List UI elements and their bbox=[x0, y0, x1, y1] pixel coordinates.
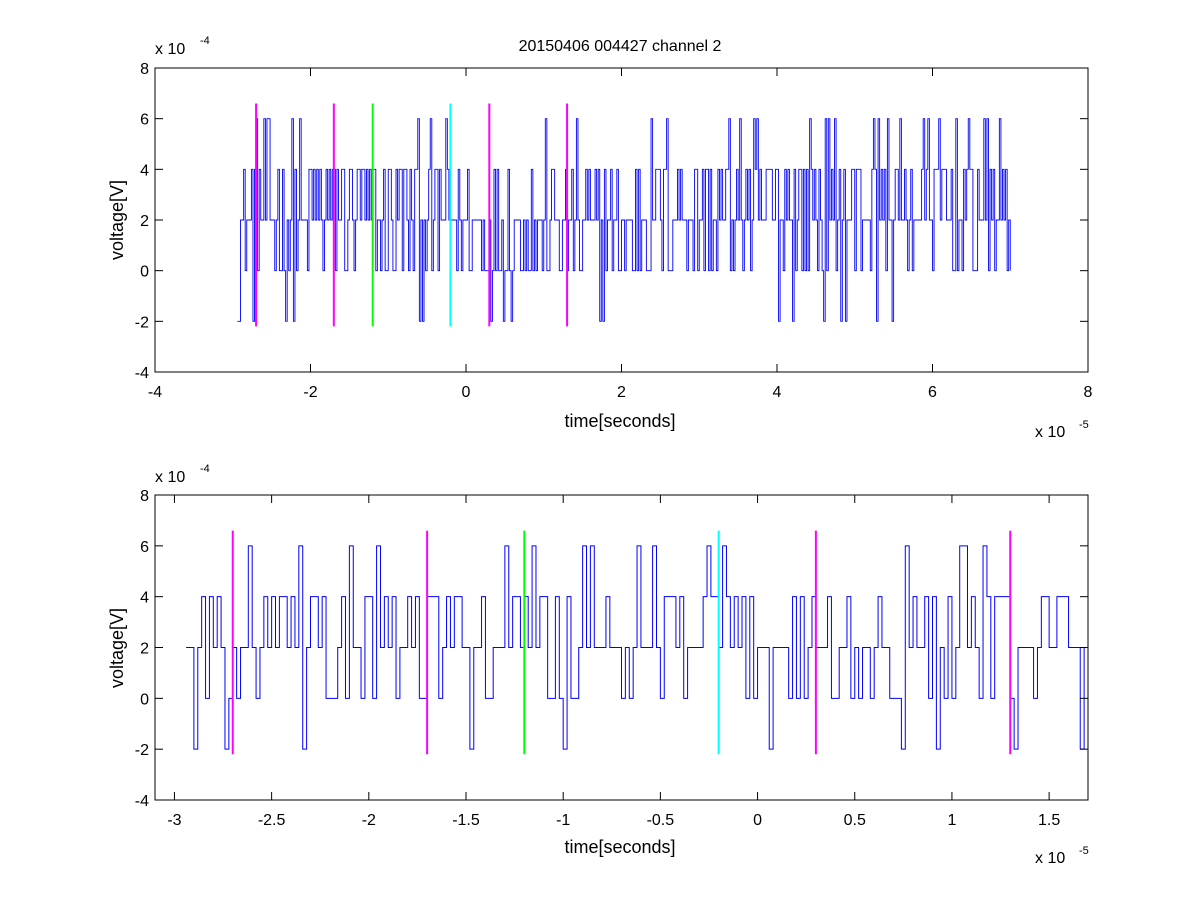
y-tick-label: -4 bbox=[135, 365, 149, 382]
y-exponent-label: x 10 -4 bbox=[155, 35, 210, 58]
subplot-top: 20150406 004427 channel 2 x 10 -4 -4 -2 0 2… bbox=[107, 35, 1093, 441]
x-tick-label: 6 bbox=[928, 384, 937, 401]
plot-area-top bbox=[237, 103, 1011, 327]
x-axis-label: time[seconds] bbox=[564, 837, 675, 857]
x-tick-label: 0 bbox=[462, 384, 471, 401]
x-tick-label: -3 bbox=[167, 812, 181, 829]
y-axis-label: voltage[V] bbox=[107, 180, 127, 260]
x-multiplier-text: x 10 bbox=[1035, 850, 1065, 867]
y-exponent-text: -4 bbox=[200, 35, 210, 47]
x-tick-label: 0.5 bbox=[844, 812, 866, 829]
y-tick-label: 8 bbox=[140, 61, 149, 78]
x-tick-label: 8 bbox=[1084, 384, 1093, 401]
y-tick-label: 6 bbox=[140, 539, 149, 556]
x-tick-label: -2 bbox=[362, 812, 376, 829]
y-tick-label: 6 bbox=[140, 112, 149, 129]
x-tick-label: 2 bbox=[617, 384, 626, 401]
y-tick-label: 4 bbox=[140, 162, 149, 179]
ticks-bottom: -3 -2.5 -2 -1.5 -1 -0.5 0 0.5 1 1.5 -4 -2 0 2 4 6 8 bbox=[135, 488, 1088, 829]
x-exponent-text: -5 bbox=[1079, 845, 1089, 857]
ticks-top: -4 -2 0 2 4 6 8 -4 -2 0 2 4 6 8 bbox=[135, 61, 1093, 401]
y-exponent-text: -4 bbox=[200, 463, 210, 475]
plot-area-bottom bbox=[186, 530, 1089, 755]
x-tick-label: 0 bbox=[753, 812, 762, 829]
y-tick-label: 2 bbox=[140, 641, 149, 658]
x-tick-label: -2.5 bbox=[258, 812, 286, 829]
y-axis-label: voltage[V] bbox=[107, 608, 127, 688]
x-axis-label: time[seconds] bbox=[564, 411, 675, 431]
y-tick-label: 0 bbox=[140, 264, 149, 281]
subplot-bottom: x 10 -4 -3 -2.5 -2 -1.5 -1 -0.5 0 0.5 1 1.5 -4 -2 0 2… bbox=[107, 463, 1089, 867]
x-exponent-label: x 10 -5 bbox=[1035, 419, 1089, 441]
y-multiplier-text: x 10 bbox=[155, 41, 185, 58]
y-tick-label: 4 bbox=[140, 590, 149, 607]
x-tick-label: -1.5 bbox=[452, 812, 480, 829]
x-tick-label: -2 bbox=[303, 384, 317, 401]
x-exponent-text: -5 bbox=[1079, 419, 1089, 431]
x-tick-label: -4 bbox=[148, 384, 162, 401]
y-exponent-label: x 10 -4 bbox=[155, 463, 210, 486]
x-tick-label: -1 bbox=[556, 812, 570, 829]
y-tick-label: -2 bbox=[135, 314, 149, 331]
y-tick-label: 2 bbox=[140, 213, 149, 230]
x-tick-label: 4 bbox=[773, 384, 782, 401]
signal-line bbox=[186, 545, 1089, 750]
chart-title: 20150406 004427 channel 2 bbox=[519, 38, 722, 55]
y-tick-label: 8 bbox=[140, 488, 149, 505]
y-tick-label: -4 bbox=[135, 793, 149, 810]
x-tick-label: 1 bbox=[947, 812, 956, 829]
y-multiplier-text: x 10 bbox=[155, 469, 185, 486]
y-tick-label: -2 bbox=[135, 742, 149, 759]
x-tick-label: 1.5 bbox=[1038, 812, 1060, 829]
x-exponent-label: x 10 -5 bbox=[1035, 845, 1089, 867]
x-tick-label: -0.5 bbox=[647, 812, 675, 829]
y-tick-label: 0 bbox=[140, 691, 149, 708]
x-multiplier-text: x 10 bbox=[1035, 424, 1065, 441]
signal-line bbox=[237, 118, 1011, 322]
